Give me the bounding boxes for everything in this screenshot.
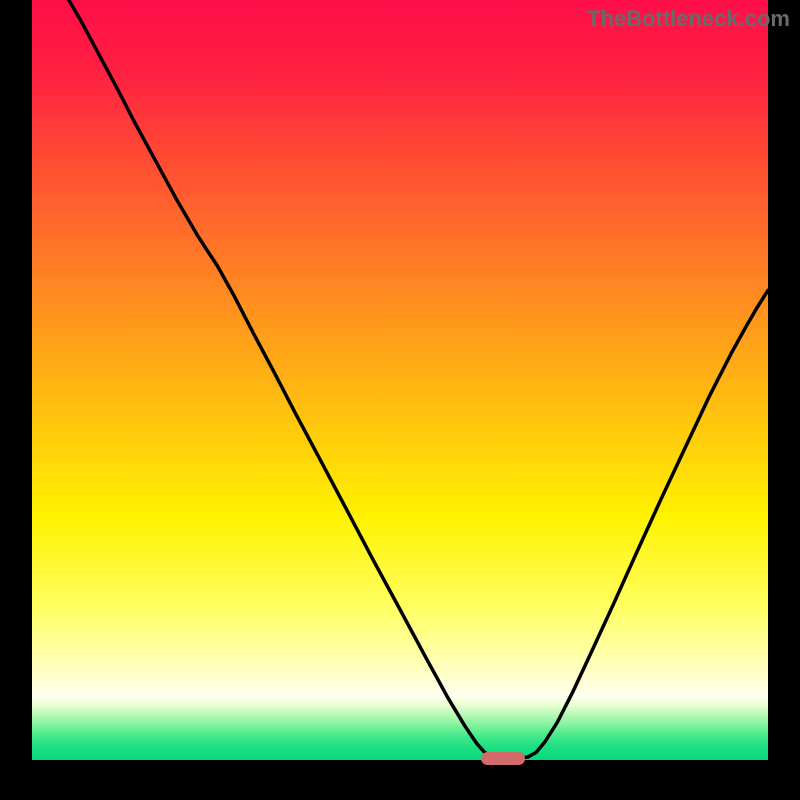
axis-border-left	[0, 0, 32, 800]
watermark-text: TheBottleneck.com	[587, 6, 790, 32]
minimum-marker	[481, 752, 525, 766]
axis-border-right	[768, 0, 800, 800]
plot-background	[32, 0, 768, 760]
chart-svg	[0, 0, 800, 800]
bottleneck-chart: TheBottleneck.com	[0, 0, 800, 800]
axis-border-bottom	[0, 760, 800, 800]
